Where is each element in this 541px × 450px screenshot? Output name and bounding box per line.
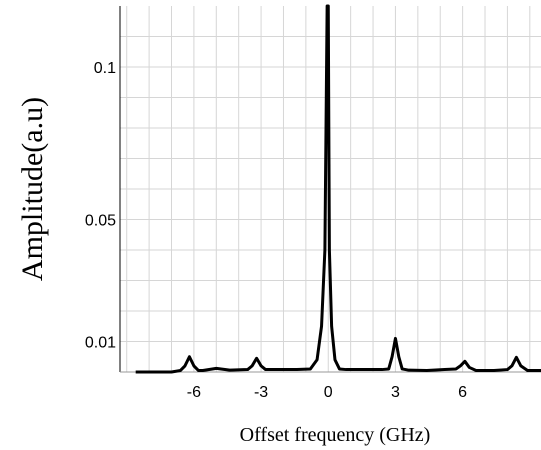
tick-labels: -6 -3 0 3 6 0.01 0.05 0.1: [85, 60, 467, 401]
x-tick-label: -6: [187, 384, 201, 401]
spectrum-line: [135, 4, 541, 374]
x-tick-label: 6: [458, 384, 467, 401]
x-axis-title: Offset frequency (GHz): [240, 424, 431, 446]
y-tick-label: 0.1: [94, 60, 116, 77]
axes: [119, 6, 541, 373]
y-tick-label: 0.01: [85, 335, 116, 352]
x-tick-label: 3: [391, 384, 400, 401]
x-tick-label: 0: [324, 384, 333, 401]
series-group: [135, 4, 541, 374]
x-tick-label: -3: [254, 384, 268, 401]
y-tick-label: 0.05: [85, 213, 116, 230]
y-axis-title: Amplitude(a.u): [16, 97, 49, 281]
